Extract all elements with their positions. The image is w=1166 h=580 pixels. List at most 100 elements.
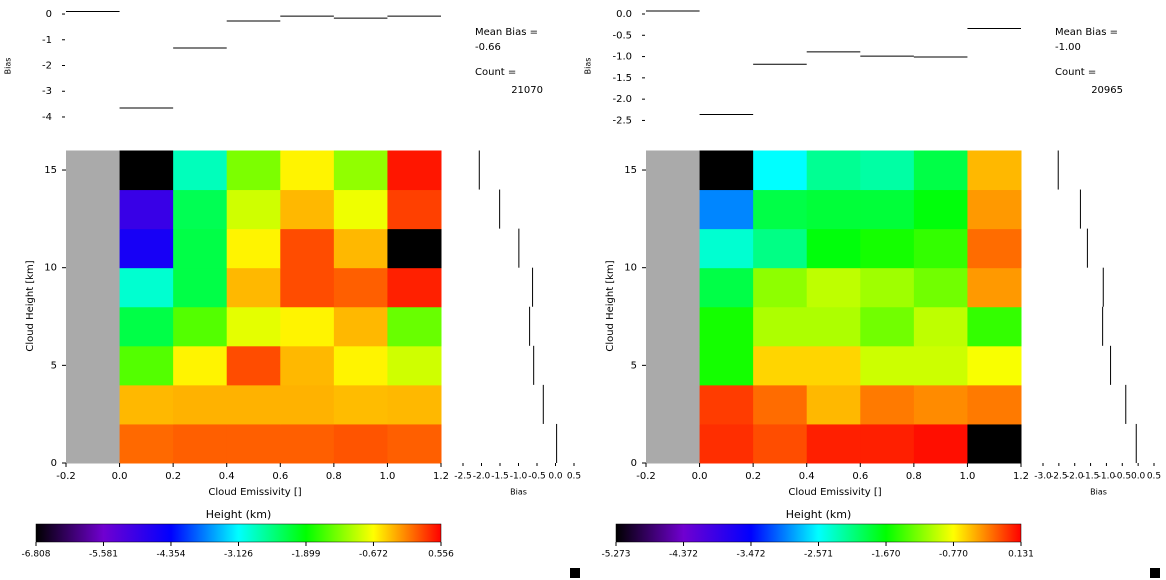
x-tick-label: -2.0 xyxy=(1066,472,1084,482)
no-data-cell xyxy=(646,423,701,464)
heatmap-cell xyxy=(860,228,915,269)
y-tick-label: -1.0 xyxy=(612,52,632,63)
y-axis-title: Bias xyxy=(584,58,593,75)
heatmap-cell xyxy=(913,384,968,425)
colorbar-tick-label: -5.581 xyxy=(89,550,118,560)
heatmap-cell xyxy=(753,228,808,269)
no-data-cell xyxy=(646,189,701,230)
y-tick-label: -2 xyxy=(42,61,52,72)
count-title: Count = xyxy=(475,67,516,78)
heatmap-cell xyxy=(280,267,335,308)
heatmap-cell xyxy=(860,267,915,308)
heatmap-cell xyxy=(913,267,968,308)
heatmap-cell xyxy=(753,306,808,347)
heatmap-cell xyxy=(913,423,968,464)
colorbar xyxy=(35,523,442,543)
heatmap-cell xyxy=(806,150,861,191)
y-tick-label: 15 xyxy=(624,165,637,176)
colorbar-tick-label: -0.672 xyxy=(359,550,388,560)
heatmap-cell xyxy=(119,228,174,269)
x-tick-label: 0.4 xyxy=(219,471,235,482)
heatmap-cell xyxy=(173,189,228,230)
heatmap-cell xyxy=(387,150,442,191)
heatmap-cell xyxy=(699,189,754,230)
x-tick-label: 0.0 xyxy=(548,472,563,482)
heatmap-cell xyxy=(913,345,968,386)
colorbar-tick-label: -2.571 xyxy=(804,550,833,560)
corner-mark xyxy=(570,568,580,578)
heatmap-cell xyxy=(387,345,442,386)
mean-bias-title: Mean Bias = xyxy=(1055,27,1118,38)
heatmap-cell xyxy=(753,150,808,191)
heatmap-cell xyxy=(280,345,335,386)
y-tick-label: -2.0 xyxy=(612,94,632,105)
no-data-cell xyxy=(646,345,701,386)
heatmap-cell xyxy=(913,228,968,269)
colorbar xyxy=(615,523,1022,543)
heatmap-cell xyxy=(226,228,281,269)
heatmap-cell xyxy=(280,384,335,425)
colorbar-tick-label: 0.556 xyxy=(428,550,454,560)
heatmap-cell xyxy=(280,189,335,230)
heatmap-cell xyxy=(119,267,174,308)
heatmap-cell xyxy=(280,306,335,347)
y-tick-label: 10 xyxy=(44,263,57,274)
x-tick-label: -3.0 xyxy=(1034,472,1052,482)
heatmap-cell xyxy=(226,306,281,347)
y-axis-title: Cloud Height [km] xyxy=(25,260,36,351)
heatmap-cell xyxy=(119,150,174,191)
no-data-cell xyxy=(646,228,701,269)
heatmap-cell xyxy=(173,345,228,386)
heatmap-cell xyxy=(967,345,1022,386)
colorbar-title: Height (km) xyxy=(206,508,272,521)
y-tick-label: 0 xyxy=(631,458,637,469)
heatmap-cell xyxy=(387,384,442,425)
heatmap-cell xyxy=(806,306,861,347)
no-data-cell xyxy=(66,228,121,269)
y-tick-label: -4 xyxy=(42,112,52,123)
x-tick-label: 1.2 xyxy=(433,471,449,482)
x-tick-label: 0.2 xyxy=(745,471,761,482)
x-tick-label: 0.4 xyxy=(799,471,815,482)
heatmap-cell xyxy=(967,267,1022,308)
heatmap-cell xyxy=(699,267,754,308)
heatmap-cell xyxy=(753,384,808,425)
heatmap-cell xyxy=(280,228,335,269)
heatmap-cell xyxy=(753,423,808,464)
colorbar-tick-label: -3.472 xyxy=(736,550,765,560)
heatmap-cell xyxy=(699,345,754,386)
x-tick-label: 0.8 xyxy=(906,471,922,482)
mean-bias-title: Mean Bias = xyxy=(475,27,538,38)
no-data-cell xyxy=(646,384,701,425)
heatmap-cell xyxy=(387,423,442,464)
heatmap-cell xyxy=(753,189,808,230)
no-data-cell xyxy=(66,423,121,464)
corner-mark xyxy=(1150,568,1160,578)
y-tick-label: 0 xyxy=(51,458,57,469)
x-tick-label: -1.5 xyxy=(491,472,509,482)
heatmap-cell xyxy=(333,306,388,347)
heatmap-cell xyxy=(753,345,808,386)
y-tick-label: 10 xyxy=(624,263,637,274)
x-tick-label: -2.5 xyxy=(1050,472,1068,482)
heatmap-cell xyxy=(280,150,335,191)
count-value: 21070 xyxy=(511,85,543,96)
heatmap-cell xyxy=(699,228,754,269)
x-tick-label: 0.6 xyxy=(852,471,868,482)
heatmap-cell xyxy=(333,228,388,269)
x-tick-label: -0.5 xyxy=(1114,472,1132,482)
no-data-cell xyxy=(66,189,121,230)
count-title: Count = xyxy=(1055,67,1096,78)
heatmap-cell xyxy=(860,306,915,347)
heatmap-cell xyxy=(280,423,335,464)
colorbar-tick-label: -3.126 xyxy=(224,550,253,560)
heatmap-cell xyxy=(860,384,915,425)
colorbar-tick-label: -4.372 xyxy=(669,550,698,560)
no-data-cell xyxy=(66,345,121,386)
x-tick-label: 0.6 xyxy=(272,471,288,482)
heatmap-cell xyxy=(333,150,388,191)
heatmap-cell xyxy=(226,423,281,464)
no-data-cell xyxy=(66,384,121,425)
heatmap-cell xyxy=(119,189,174,230)
x-tick-label: 1.0 xyxy=(959,471,975,482)
